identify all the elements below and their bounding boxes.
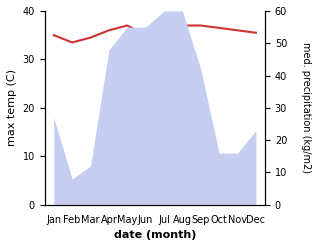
Y-axis label: med. precipitation (kg/m2): med. precipitation (kg/m2) — [301, 42, 311, 173]
X-axis label: date (month): date (month) — [114, 230, 196, 240]
Y-axis label: max temp (C): max temp (C) — [7, 69, 17, 146]
